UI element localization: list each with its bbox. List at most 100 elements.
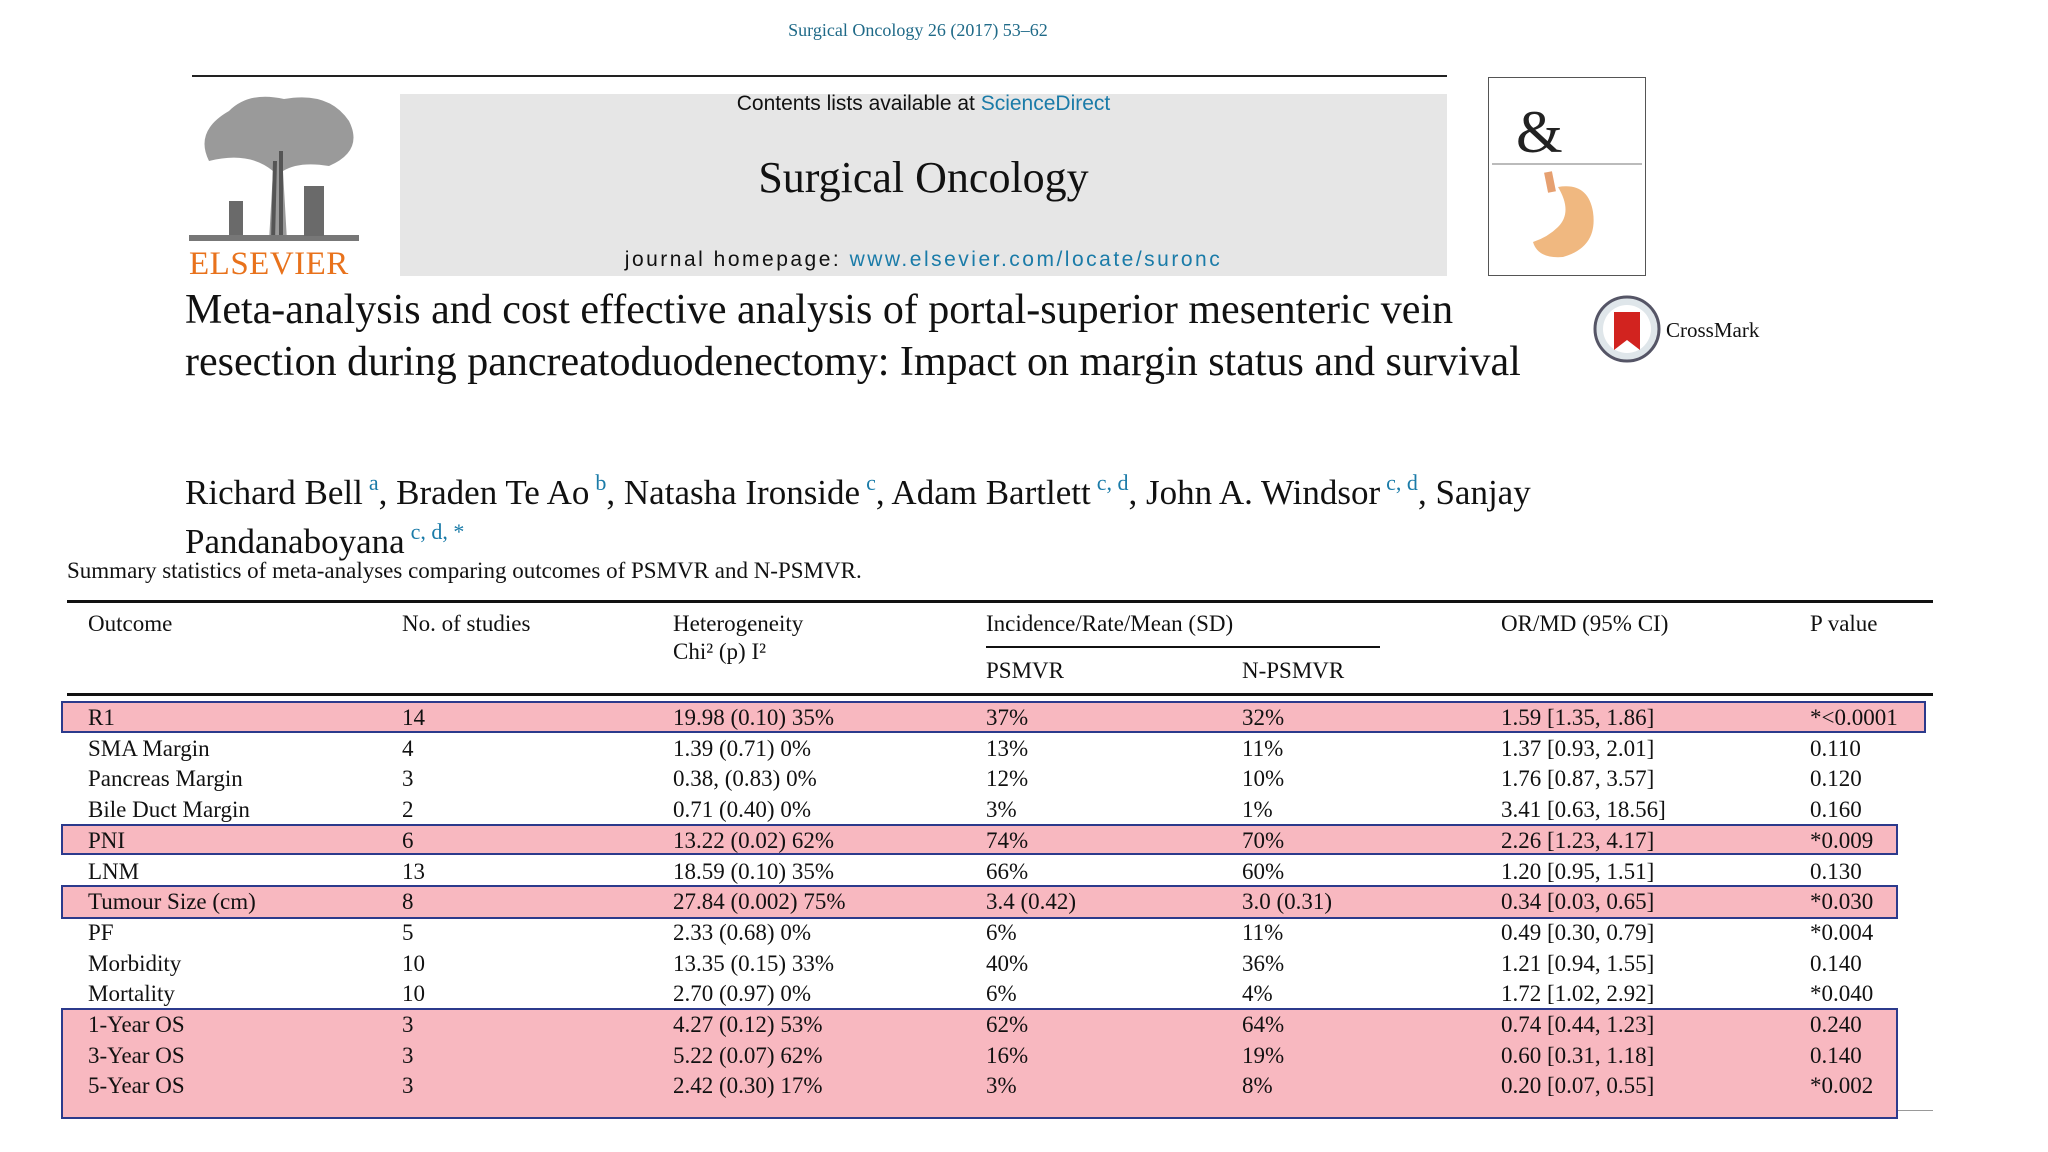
- table-cell: Pancreas Margin: [88, 766, 243, 792]
- table-cell: 4: [402, 735, 414, 761]
- column-header: PSMVR: [986, 658, 1064, 683]
- author: John A. Windsor c, d: [1145, 470, 1427, 512]
- column-header: Chi² (p) I²: [673, 639, 766, 664]
- table-cell: 1.76 [0.87, 3.57]: [1501, 766, 1655, 792]
- crossmark-label[interactable]: CrossMark: [1666, 318, 1760, 342]
- table-cell: 13.35 (0.15) 33%: [673, 950, 834, 976]
- masthead: [400, 94, 1447, 276]
- table-rule: [986, 646, 1380, 648]
- table-cell: 8: [402, 889, 414, 915]
- author-name: Adam Bartlett: [891, 473, 1091, 512]
- homepage-label: journal homepage:: [624, 248, 842, 271]
- table-cell: 13.22 (0.02) 62%: [673, 827, 834, 853]
- affiliation: c: [866, 470, 876, 495]
- table-cell: 5.22 (0.07) 62%: [673, 1042, 823, 1068]
- table-cell: 0.240: [1810, 1012, 1862, 1037]
- table-cell: 10%: [1242, 766, 1285, 792]
- table-cell: Morbidity: [88, 950, 182, 976]
- highlight: [61, 701, 1926, 733]
- author: Adam Bartlett c, d: [891, 470, 1137, 512]
- table-cell: PNI: [88, 827, 126, 853]
- table-cell: 0.34 [0.03, 0.65]: [1501, 889, 1655, 915]
- table-cell: Bile Duct Margin: [88, 797, 250, 823]
- table-cell: 0.110: [1810, 735, 1861, 761]
- table-cell: 36%: [1242, 950, 1285, 976]
- author: Richard Bell a: [185, 470, 387, 512]
- table-cell: 70%: [1242, 827, 1285, 853]
- table-cell: 1.37 [0.93, 2.01]: [1501, 735, 1655, 761]
- table-cell: *0.040: [1810, 981, 1874, 1007]
- table-cell: 0.74 [0.44, 1.23]: [1501, 1012, 1655, 1037]
- author-name: John A. Windsor: [1145, 473, 1381, 512]
- table-cell: 0.60 [0.31, 1.18]: [1501, 1042, 1655, 1068]
- column-header: Incidence/Rate/Mean (SD): [986, 611, 1234, 636]
- table-cell: 1.39 (0.71) 0%: [673, 735, 811, 761]
- author-name: Natasha Ironside: [623, 473, 861, 512]
- rule: [192, 75, 1447, 77]
- contents-label: Contents lists available at: [736, 92, 975, 115]
- column-header: P value: [1810, 611, 1878, 636]
- table-cell: 13%: [986, 735, 1029, 761]
- table-cell: 8%: [1242, 1073, 1273, 1099]
- table-cell: 14: [402, 705, 425, 730]
- column-header: Heterogeneity: [673, 611, 804, 636]
- table-cell: 2.70 (0.97) 0%: [673, 981, 811, 1007]
- column-header: OR/MD (95% CI): [1501, 611, 1669, 636]
- table-rule: [67, 693, 1933, 696]
- highlight: [61, 1008, 1898, 1119]
- table-cell: 0.49 [0.30, 0.79]: [1501, 919, 1655, 945]
- table-cell: 3: [402, 766, 414, 792]
- author-name: Sanjay Pandanaboyana: [185, 473, 1531, 561]
- table-cell: 1.21 [0.94, 1.55]: [1501, 950, 1655, 976]
- contents-line: Contents lists available at ScienceDirec…: [400, 92, 1447, 116]
- column-header: N-PSMVR: [1242, 658, 1345, 683]
- highlight: [61, 824, 1898, 855]
- table-cell: 40%: [986, 950, 1029, 976]
- table-cell: 1.72 [1.02, 2.92]: [1501, 981, 1655, 1007]
- author: Braden Te Ao b: [396, 470, 615, 512]
- table-cell: 60%: [1242, 858, 1285, 884]
- column-header: No. of studies: [402, 611, 531, 636]
- table-cell: 3: [402, 1012, 414, 1037]
- homepage-link[interactable]: www.elsevier.com/locate/suronc: [849, 248, 1223, 271]
- table-cell: 66%: [986, 858, 1029, 884]
- journal-name: Surgical Oncology: [758, 153, 1089, 202]
- table-cell: 3.4 (0.42): [986, 889, 1077, 915]
- author-name: Braden Te Ao: [396, 473, 590, 512]
- table-cell: 5: [402, 919, 414, 945]
- table-cell: Mortality: [88, 981, 175, 1007]
- table-cell: *0.002: [1810, 1073, 1874, 1099]
- table-cell: 3: [402, 1042, 414, 1068]
- table-cell: 10: [402, 981, 425, 1007]
- publisher-logo: [189, 91, 359, 243]
- column-header: Outcome: [88, 611, 173, 636]
- table-cell: 6%: [986, 981, 1017, 1007]
- sciencedirect-link[interactable]: ScienceDirect: [980, 92, 1111, 115]
- table-cell: 62%: [986, 1012, 1029, 1037]
- table-cell: 0.140: [1810, 950, 1862, 976]
- table-rule: [67, 600, 1933, 603]
- table-cell: 5-Year OS: [88, 1073, 185, 1099]
- table-cell: 27.84 (0.002) 75%: [673, 889, 846, 915]
- table-cell: 16%: [986, 1042, 1029, 1068]
- table-cell: 0.140: [1810, 1042, 1862, 1068]
- table-cell: 3.0 (0.31): [1242, 889, 1333, 915]
- table-cell: 3%: [986, 797, 1017, 823]
- table-cell: 2.42 (0.30) 17%: [673, 1073, 823, 1099]
- table-cell: 2.33 (0.68) 0%: [673, 919, 811, 945]
- affiliation: c, d, *: [410, 519, 465, 544]
- crossmark-icon[interactable]: [1592, 294, 1662, 364]
- table-cell: 1%: [1242, 797, 1273, 823]
- table-cell: 2.26 [1.23, 4.17]: [1501, 827, 1655, 853]
- table-cell: 3%: [986, 1073, 1017, 1099]
- table-caption: Summary statistics of meta-analyses comp…: [67, 558, 862, 583]
- table-cell: 11%: [1242, 735, 1284, 761]
- table-cell: 6: [402, 827, 414, 853]
- table-cell: 1.20 [0.95, 1.51]: [1501, 858, 1655, 884]
- svg-text:&: &: [1516, 99, 1563, 165]
- table-cell: 19.98 (0.10) 35%: [673, 705, 834, 730]
- table-cell: 0.71 (0.40) 0%: [673, 797, 811, 823]
- affiliation: a: [368, 470, 379, 495]
